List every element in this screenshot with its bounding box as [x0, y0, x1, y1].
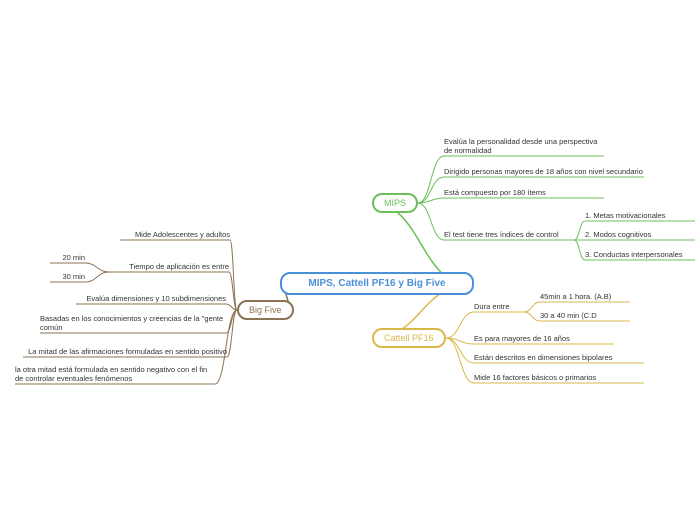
bigfive-leaf: la otra mitad está formulada en sentido …: [15, 365, 215, 383]
bigfive-leaf: Basadas en los conocimientos y creencias…: [40, 314, 226, 332]
cattell-leaf: Es para mayores de 16 años: [474, 334, 614, 343]
root-node[interactable]: MIPS, Cattell PF16 y Big Five: [280, 272, 474, 295]
cattell-leaf: Dura entre: [474, 302, 524, 311]
bigfive-leaf: La mitad de las afirmaciones formuladas …: [23, 347, 227, 356]
mips-subleaf: 3. Conductas interpersonales: [585, 250, 695, 259]
mips-node[interactable]: MIPS: [372, 193, 418, 213]
bigfive-subleaf: 20 min: [50, 253, 85, 262]
mips-leaf: El test tiene tres índices de control: [444, 230, 574, 239]
cattell-leaf: Están descritos en dimensiones bipolares: [474, 353, 644, 362]
bigfive-subleaf: 30 min: [50, 272, 85, 281]
bigfive-label: Big Five: [249, 305, 282, 315]
mips-label: MIPS: [384, 198, 406, 208]
mips-leaf: Evalúa la personalidad desde una perspec…: [444, 137, 604, 155]
bigfive-leaf: Tiempo de aplicación es entre: [109, 262, 229, 271]
cattell-leaf: Mide 16 factores básicos o primarios: [474, 373, 644, 382]
bigfive-leaf: Evalúa dimensiones y 10 subdimensiones: [76, 294, 226, 303]
cattell-subleaf: 45min a 1 hora. (A.B): [540, 292, 630, 301]
mips-leaf: Está compuesto por 180 ítems: [444, 188, 604, 197]
cattell-subleaf: 30 a 40 min (C.D: [540, 311, 630, 320]
cattell-node[interactable]: Cattell PF16: [372, 328, 446, 348]
mips-leaf: Dirigido personas mayores de 18 años con…: [444, 167, 644, 176]
bigfive-node[interactable]: Big Five: [237, 300, 294, 320]
mips-subleaf: 1. Metas motivacionales: [585, 211, 695, 220]
mips-subleaf: 2. Modos cognitivos: [585, 230, 695, 239]
root-label: MIPS, Cattell PF16 y Big Five: [308, 278, 445, 289]
bigfive-leaf: Mide Adolescentes y adultos: [120, 230, 230, 239]
cattell-label: Cattell PF16: [384, 333, 434, 343]
